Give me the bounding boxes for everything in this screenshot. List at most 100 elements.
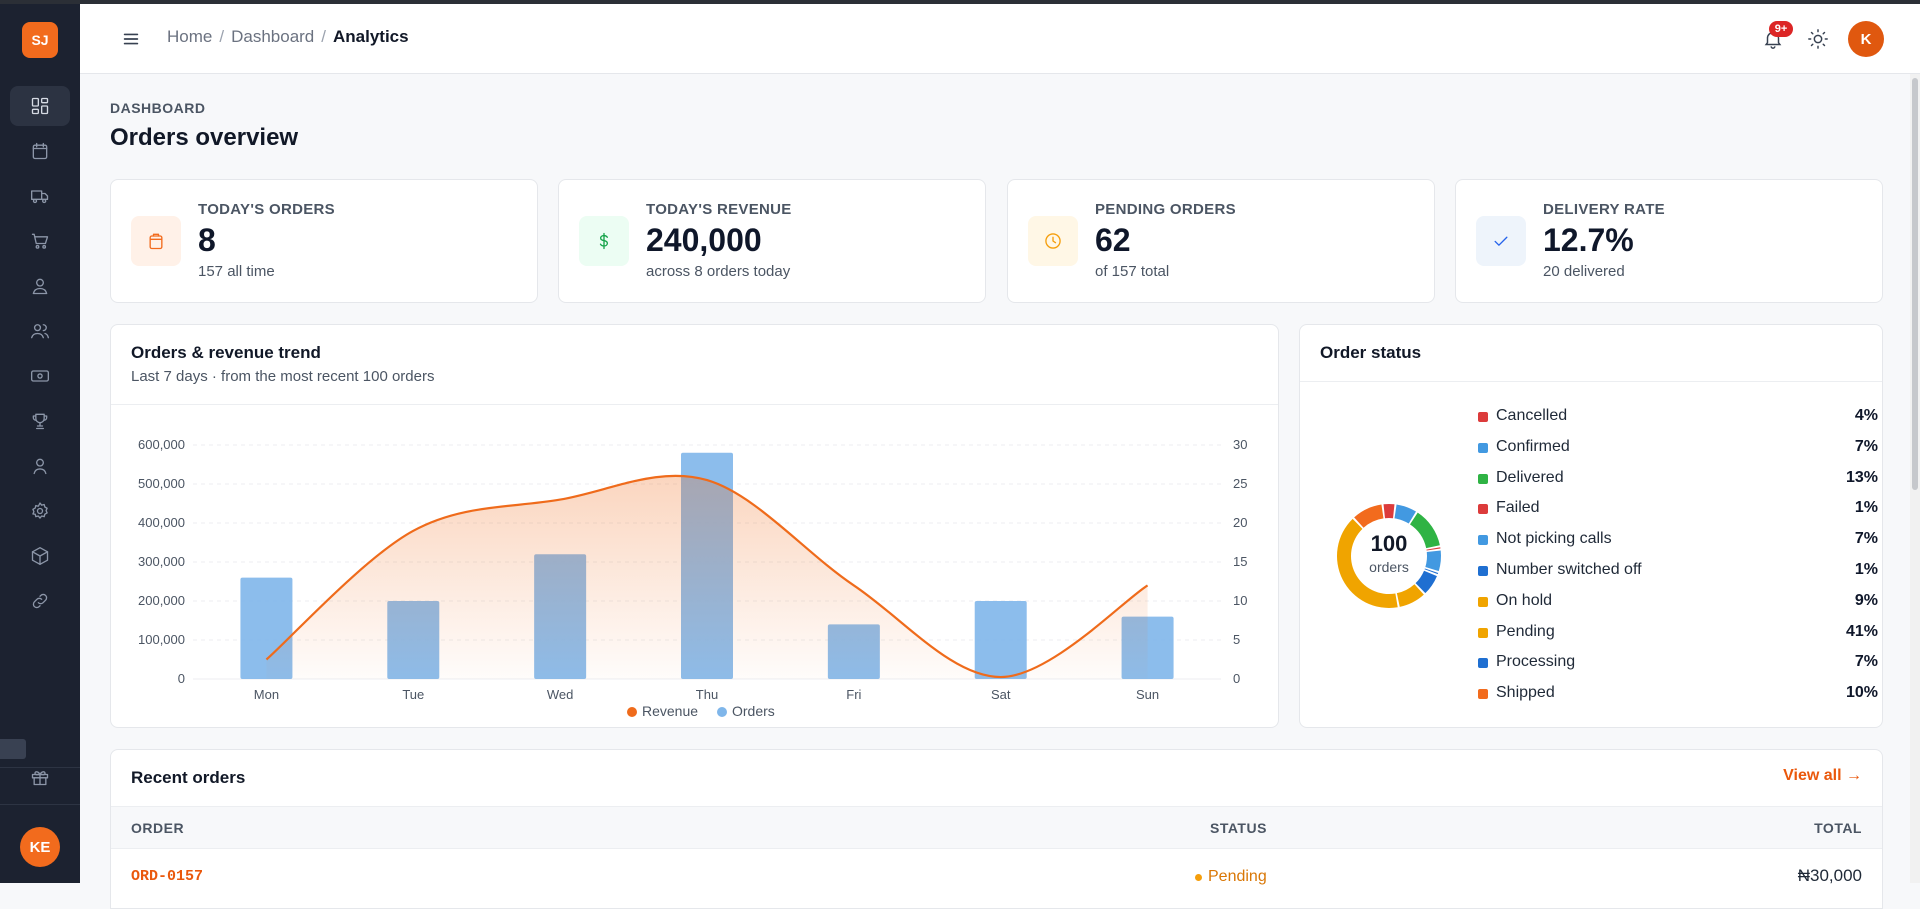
- sidebar-item-payments[interactable]: [10, 356, 70, 396]
- status-percent: 1%: [1854, 561, 1878, 578]
- legend-swatch: [1478, 412, 1488, 422]
- column-header-order[interactable]: ORDER: [131, 820, 185, 836]
- legend-swatch: [1478, 473, 1488, 484]
- recent-orders-title: Recent orders: [131, 768, 246, 787]
- breadcrumb-separator: /: [321, 27, 326, 46]
- top-header: Home / Dashboard / Analytics 9+ K: [80, 4, 1920, 74]
- stat-value: 12.7%: [1543, 222, 1634, 258]
- status-text: Pending: [1208, 868, 1267, 885]
- status-legend: Cancelled 4% Confirmed 7% Delivered 13% Failed…: [1478, 407, 1878, 717]
- sidebar-item-dashboard[interactable]: [10, 86, 70, 126]
- column-header-status[interactable]: STATUS: [1210, 820, 1267, 836]
- legend-swatch: [1478, 689, 1488, 700]
- legend-swatch: [627, 707, 637, 717]
- stat-card-delivery-rate[interactable]: DELIVERY RATE 12.7% 20 delivered: [1455, 179, 1883, 303]
- trend-title: Orders & revenue trend: [131, 343, 321, 362]
- notification-badge: 9+: [1769, 21, 1793, 37]
- sidebar-collapse-handle[interactable]: [0, 739, 26, 759]
- stat-card-todays-orders[interactable]: TODAY'S ORDERS 8 157 all time: [110, 179, 538, 303]
- scrollbar-thumb[interactable]: [1912, 78, 1918, 490]
- donut-slice: [1383, 504, 1395, 519]
- sidebar-item-profile[interactable]: [10, 446, 70, 486]
- x-tick-label: Thu: [696, 687, 718, 702]
- status-name: Shipped: [1496, 684, 1555, 702]
- sidebar-item-calendar[interactable]: [10, 131, 70, 171]
- sidebar-item-customer[interactable]: [10, 266, 70, 306]
- orders-revenue-trend-card: Orders & revenue trend Last 7 days · fro…: [110, 324, 1279, 728]
- window-top-edge: [0, 0, 1920, 4]
- sidebar-item-products[interactable]: [10, 536, 70, 576]
- order-total: ₦30,000: [1797, 866, 1862, 885]
- status-badge: Pending: [1195, 868, 1267, 886]
- status-legend-item[interactable]: Number switched off 1%: [1478, 561, 1878, 581]
- stat-icon-wrap: [131, 216, 181, 266]
- sidebar-user-avatar[interactable]: KE: [20, 827, 60, 867]
- stat-icon-wrap: [579, 216, 629, 266]
- status-name: On hold: [1496, 591, 1553, 609]
- package-icon: [31, 547, 49, 565]
- sidebar-item-deliveries[interactable]: [10, 176, 70, 216]
- sidebar-item-orders[interactable]: [10, 221, 70, 261]
- sidebar-item-team[interactable]: [10, 311, 70, 351]
- sidebar-divider: [0, 767, 80, 768]
- y-right-tick-label: 30: [1233, 437, 1247, 452]
- breadcrumb-home[interactable]: Home: [167, 27, 213, 46]
- breadcrumb-separator: /: [219, 27, 225, 46]
- status-percent: 7%: [1854, 437, 1878, 455]
- link-icon: [32, 593, 48, 609]
- sun-icon: [1808, 29, 1828, 49]
- stat-card-pending-orders[interactable]: PENDING ORDERS 62 of 157 total: [1007, 179, 1435, 303]
- menu-toggle-button[interactable]: [120, 28, 142, 50]
- revenue-point: [1146, 583, 1150, 587]
- status-percent: 1%: [1854, 499, 1878, 517]
- legend-swatch: [1478, 627, 1488, 638]
- stat-value: 240,000: [646, 222, 762, 258]
- stat-value: 8: [198, 222, 216, 258]
- stat-subtext: 20 delivered: [1543, 263, 1625, 280]
- status-percent: 9%: [1854, 591, 1878, 609]
- column-header-total[interactable]: TOTAL: [1814, 820, 1862, 836]
- app-logo[interactable]: SJ: [22, 22, 58, 58]
- status-legend-item[interactable]: Confirmed 7%: [1478, 438, 1878, 458]
- donut-slice: [1396, 584, 1424, 607]
- status-name: Failed: [1496, 499, 1540, 517]
- legend-swatch: [1478, 504, 1488, 515]
- revenue-point: [411, 529, 415, 533]
- breadcrumb-dashboard[interactable]: Dashboard: [231, 27, 315, 46]
- sidebar: SJ KE: [0, 4, 80, 883]
- status-legend-item[interactable]: Pending 41%: [1478, 623, 1878, 643]
- status-legend-item[interactable]: Shipped 10%: [1478, 684, 1878, 704]
- card-divider: [111, 404, 1278, 405]
- donut-slice: [1425, 550, 1441, 572]
- donut-slice: [1337, 518, 1398, 608]
- y-left-tick-label: 500,000: [138, 476, 185, 491]
- donut-total: 100: [1370, 531, 1408, 556]
- theme-toggle-button[interactable]: [1807, 28, 1829, 50]
- stat-subtext: across 8 orders today: [646, 263, 791, 280]
- stat-icon-wrap: [1476, 216, 1526, 266]
- status-name: Number switched off: [1496, 561, 1642, 578]
- stat-card-todays-revenue[interactable]: TODAY'S REVENUE 240,000 across 8 orders …: [558, 179, 986, 303]
- donut-center: 100 orders: [1331, 531, 1447, 575]
- order-id-link[interactable]: ORD-0157: [131, 868, 204, 885]
- users-icon: [31, 324, 49, 339]
- sidebar-item-rewards[interactable]: [10, 757, 70, 797]
- status-legend-item[interactable]: Processing 7%: [1478, 653, 1878, 673]
- status-legend-item[interactable]: Delivered 13%: [1478, 469, 1878, 489]
- check-icon: [1494, 236, 1508, 246]
- status-legend-item[interactable]: Not picking calls 7%: [1478, 530, 1878, 550]
- status-legend-item[interactable]: On hold 9%: [1478, 592, 1878, 612]
- donut-total-label: orders: [1369, 559, 1409, 575]
- user-avatar[interactable]: K: [1848, 21, 1884, 57]
- status-donut-chart[interactable]: [1329, 496, 1449, 616]
- trend-chart[interactable]: 0 100,000 200,000 300,000 400,000 500,000 600,…: [111, 405, 1278, 727]
- stat-subtext: of 157 total: [1095, 263, 1170, 280]
- status-legend-item[interactable]: Cancelled 4%: [1478, 407, 1878, 427]
- sidebar-item-links[interactable]: [10, 581, 70, 621]
- view-all-link[interactable]: View all →: [1783, 767, 1862, 784]
- status-legend-item[interactable]: Failed 1%: [1478, 499, 1878, 519]
- sidebar-item-settings[interactable]: [10, 491, 70, 531]
- sidebar-item-leaderboard[interactable]: [10, 401, 70, 441]
- revenue-point: [852, 583, 856, 587]
- recent-orders-card: Recent orders View all → ORDER STATUS TO…: [110, 749, 1883, 909]
